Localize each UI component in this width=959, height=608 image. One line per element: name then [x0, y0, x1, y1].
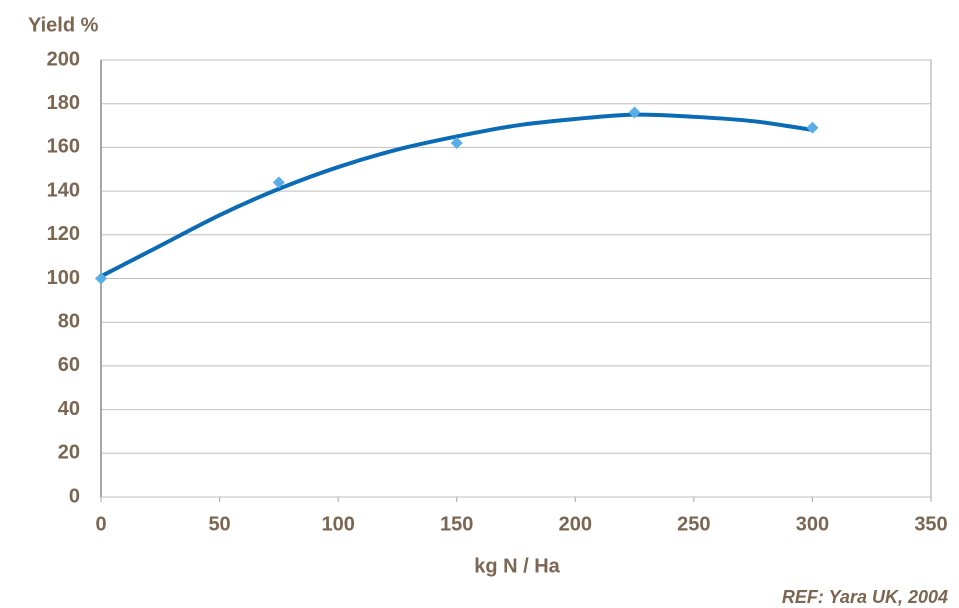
x-tick-label: 50 [208, 513, 230, 535]
y-tick-label: 100 [47, 267, 80, 289]
y-tick-label: 0 [69, 485, 80, 507]
data-point [806, 121, 819, 134]
data-point [272, 176, 285, 189]
x-tick-label: 100 [321, 513, 354, 535]
x-tick-label: 300 [796, 513, 829, 535]
y-tick-label: 140 [47, 179, 80, 201]
x-tick-label: 250 [677, 513, 710, 535]
x-tick-label: 200 [559, 513, 592, 535]
y-tick-label: 120 [47, 223, 80, 245]
x-axis-title: kg N / Ha [474, 555, 560, 577]
y-tick-label: 180 [47, 92, 80, 114]
y-axis-title: Yield % [28, 14, 99, 36]
y-tick-label: 80 [58, 310, 80, 332]
y-tick-label: 160 [47, 136, 80, 158]
data-point [628, 106, 641, 119]
trend-line [100, 112, 813, 279]
y-tick-label: 200 [47, 48, 80, 70]
data-point [450, 137, 463, 150]
y-tick-label: 60 [58, 354, 80, 376]
y-tick-label: 40 [58, 398, 80, 420]
x-tick-label: 0 [95, 513, 106, 535]
x-tick-label: 150 [440, 513, 473, 535]
source-note: REF: Yara UK, 2004 [782, 587, 948, 607]
data-point [95, 272, 107, 285]
y-tick-label: 20 [58, 442, 80, 464]
x-tick-label: 350 [914, 513, 947, 535]
